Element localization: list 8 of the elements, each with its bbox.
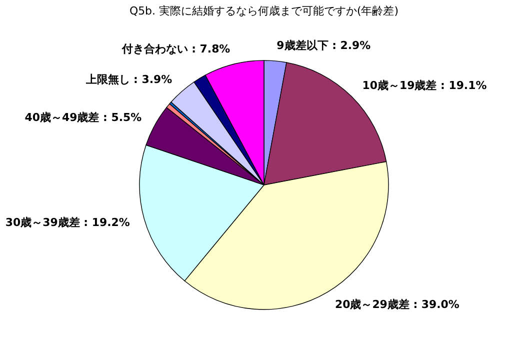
slice-label: 40歳～49歳差 : 5.5%: [24, 111, 142, 124]
slice-label: 30歳～39歳差 : 19.2%: [5, 216, 130, 230]
slice-label: 9歳差以下 : 2.9%: [276, 39, 371, 52]
slice-label: 20歳～29歳差 : 39.0%: [334, 298, 460, 311]
chart-title: Q5b. 実際に結婚するなら何歳まで可能ですか(年齢差): [129, 4, 398, 18]
slice-label: 上限無し : 3.9%: [84, 73, 172, 86]
slice-label: 10歳～19歳差 : 19.1%: [362, 79, 487, 92]
slice-label: 付き合わない : 7.8%: [120, 42, 230, 56]
